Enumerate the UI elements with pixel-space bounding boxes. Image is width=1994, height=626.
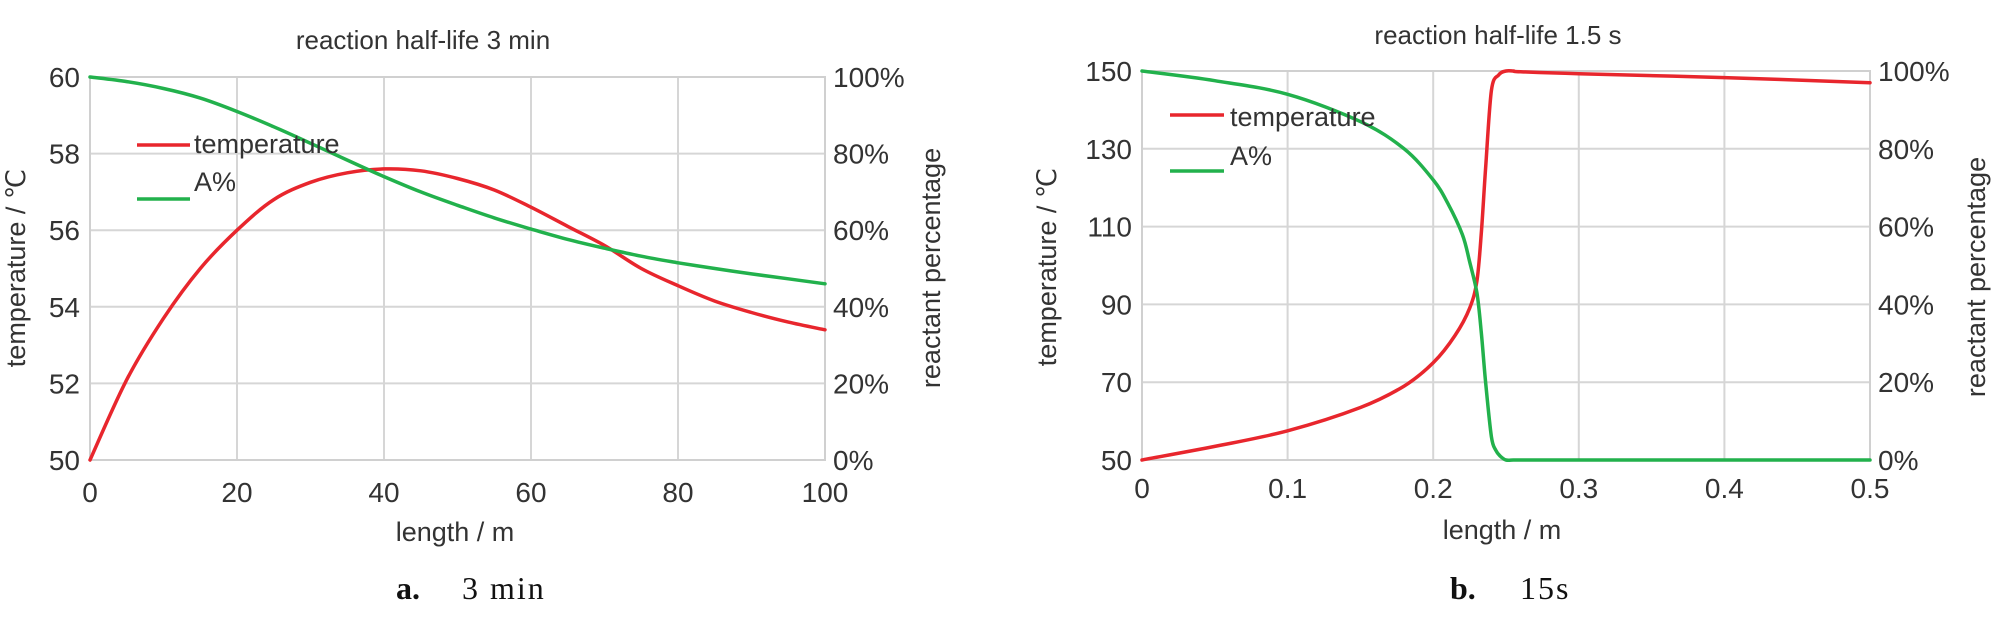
chart-a-x-tick-label: 60 <box>515 477 546 508</box>
chart-a-y-tick-label: 54 <box>49 292 80 323</box>
chart-a-y-tick-label: 58 <box>49 139 80 170</box>
chart-b-caption: b. 15s <box>1450 570 1570 606</box>
chart-b-x-axis-label: length / m <box>1443 515 1562 545</box>
chart-a-temperature-line <box>88 167 827 462</box>
chart-b-y-axis-label: temperature / ℃ <box>1032 168 1062 366</box>
chart-b-y2-axis-label: reactant percentage <box>1961 157 1991 397</box>
chart-b-y2-tick-label: 40% <box>1878 289 1934 320</box>
chart-a-y-axis-label: temperature / ℃ <box>1 169 31 367</box>
chart-b-temperature-line <box>1140 68 1872 462</box>
chart-a-y2-tick-label: 40% <box>833 292 889 323</box>
chart-a-a-percent-line <box>88 75 827 286</box>
chart-a-x-ticks: 0 20 40 60 80 100 <box>82 477 848 508</box>
chart-b-y2-tick-label: 20% <box>1878 367 1934 398</box>
chart-a-legend-temperature-label: temperature <box>194 129 340 159</box>
chart-b-y-tick-label: 110 <box>1087 212 1132 243</box>
chart-b-x-tick-label: 0.3 <box>1559 473 1598 504</box>
chart-a-y-tick-label: 52 <box>49 368 80 399</box>
chart-a-x-axis-label: length / m <box>396 517 515 547</box>
chart-b-y-tick-label: 130 <box>1085 134 1132 165</box>
chart-b-plot-area <box>1140 68 1872 463</box>
chart-a-y-tick-label: 50 <box>49 445 80 476</box>
chart-b-caption-text: 15s <box>1520 570 1570 606</box>
chart-b-series <box>1140 68 1872 463</box>
chart-a-y2-tick-label: 0% <box>833 445 873 476</box>
chart-a-x-tick-label: 80 <box>662 477 693 508</box>
chart-a-y2-tick-label: 60% <box>833 215 889 246</box>
chart-b-y-ticks: 50 70 90 110 130 150 <box>1085 56 1132 476</box>
chart-b-y2-tick-label: 80% <box>1878 134 1934 165</box>
chart-a-y2-axis-label: reactant percentage <box>916 148 946 388</box>
chart-a-caption-text: 3 min <box>462 570 546 606</box>
chart-b-x-ticks: 0 0.1 0.2 0.3 0.4 0.5 <box>1134 473 1889 504</box>
chart-b-legend-temperature-label: temperature <box>1230 102 1376 132</box>
chart-a-frame <box>89 76 826 461</box>
chart-b-x-tick-label: 0.2 <box>1414 473 1453 504</box>
chart-b-y-tick-label: 50 <box>1101 445 1132 476</box>
chart-a-x-tick-label: 0 <box>82 477 98 508</box>
chart-b-y2-tick-label: 60% <box>1878 212 1934 243</box>
chart-a-y-tick-label: 56 <box>49 215 80 246</box>
chart-b-x-tick-label: 0.5 <box>1851 473 1890 504</box>
chart-a-legend-a-label: A% <box>194 167 236 197</box>
chart-b-y-tick-label: 150 <box>1085 56 1132 87</box>
chart-b-y2-tick-label: 0% <box>1878 445 1918 476</box>
chart-a-x-tick-label: 100 <box>802 477 849 508</box>
chart-a-y-ticks: 50 52 54 56 58 60 <box>49 62 80 476</box>
chart-b-y-tick-label: 90 <box>1101 289 1132 320</box>
chart-a-caption: a. 3 min <box>396 570 546 606</box>
chart-a-y2-tick-label: 20% <box>833 368 889 399</box>
chart-a: reaction half-life 3 min 0 20 40 60 80 100 50… <box>1 25 946 606</box>
chart-b-title: reaction half-life 1.5 s <box>1374 20 1621 50</box>
chart-a-y2-tick-label: 80% <box>833 139 889 170</box>
chart-b-y-tick-label: 70 <box>1101 367 1132 398</box>
chart-a-x-tick-label: 40 <box>368 477 399 508</box>
chart-b-x-tick-label: 0.1 <box>1268 473 1307 504</box>
chart-b-x-tick-label: 0 <box>1134 473 1150 504</box>
chart-b: reaction half-life 1.5 s 0 0.1 0.2 0.3 0.4 0.… <box>1032 20 1991 606</box>
chart-b-caption-letter: b. <box>1450 570 1476 606</box>
chart-b-legend: temperature A% <box>1170 102 1376 173</box>
chart-b-legend-a-label: A% <box>1230 141 1272 171</box>
chart-a-plot-area <box>88 75 827 462</box>
chart-a-legend: temperature A% <box>137 129 340 201</box>
chart-b-y2-tick-label: 100% <box>1878 56 1950 87</box>
chart-a-y2-ticks: 0% 20% 40% 60% 80% 100% <box>833 62 905 476</box>
chart-a-x-tick-label: 20 <box>221 477 252 508</box>
chart-a-series <box>88 75 827 462</box>
chart-b-a-percent-line <box>1140 69 1872 463</box>
chart-b-x-tick-label: 0.4 <box>1705 473 1744 504</box>
chart-a-y-tick-label: 60 <box>49 62 80 93</box>
chart-b-y2-ticks: 0% 20% 40% 60% 80% 100% <box>1878 56 1950 476</box>
chart-a-caption-letter: a. <box>396 570 420 606</box>
chart-a-title: reaction half-life 3 min <box>296 25 550 55</box>
chart-a-y2-tick-label: 100% <box>833 62 905 93</box>
